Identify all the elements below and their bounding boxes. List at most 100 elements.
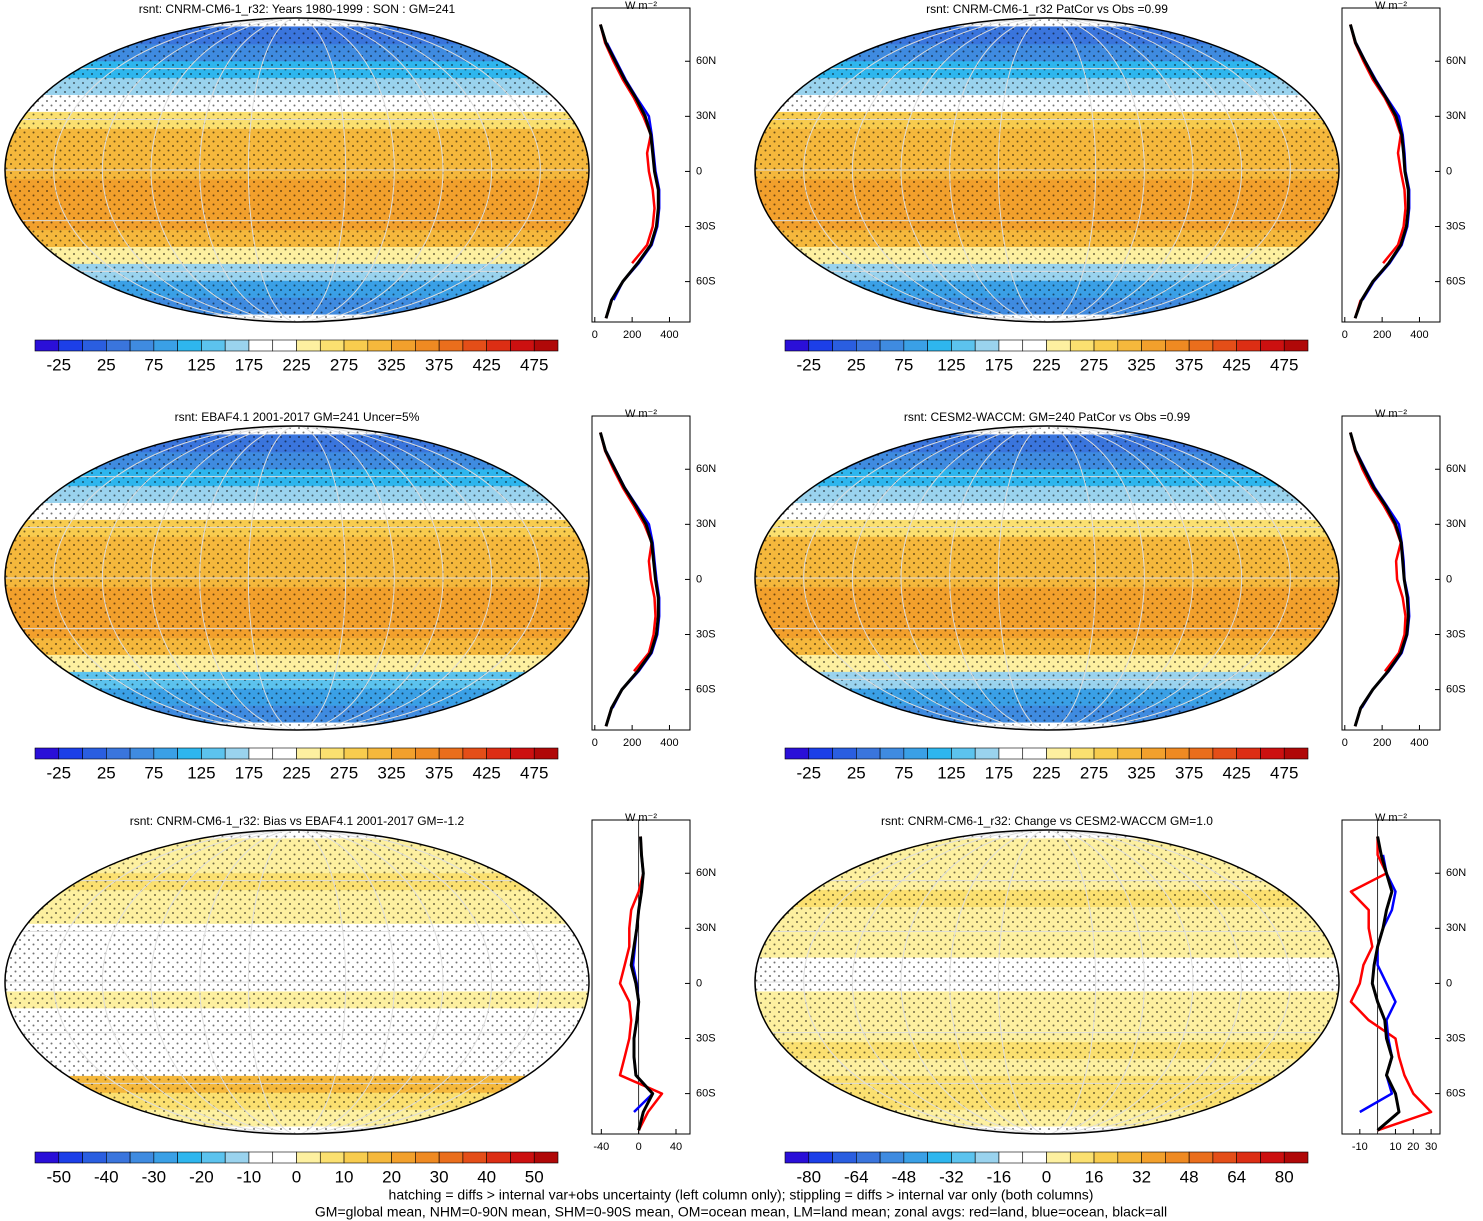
colorbar-box: [1236, 339, 1261, 352]
colorbar-label: 425: [1222, 355, 1250, 374]
colorbar-box: [153, 1151, 178, 1164]
colorbar-box: [1188, 1151, 1214, 1164]
profile-frame: [591, 7, 691, 323]
colorbar-box: [1212, 747, 1237, 760]
colorbar-label: -30: [142, 1167, 167, 1186]
graticule: [949, 426, 1145, 730]
graticule: [851, 830, 1243, 1134]
y-tick-label: 30S: [696, 628, 716, 640]
colorbar-box: [1069, 339, 1095, 352]
graticule: [150, 426, 444, 730]
x-tick-label: 0: [1342, 737, 1348, 749]
y-tick-label: 60S: [696, 276, 716, 288]
colorbar-box: [129, 747, 155, 760]
panel: rsnt: CNRM-CM6-1_r32 PatCor vs Obs =0.99…: [754, 0, 1466, 374]
colorbar-label: 225: [282, 355, 310, 374]
colorbar-box: [177, 747, 202, 760]
x-tick-label: 0: [592, 329, 598, 341]
graticule: [851, 426, 1243, 730]
colorbar-box: [1117, 1151, 1142, 1164]
x-tick-label: 200: [623, 737, 641, 749]
colorbar-label: 16: [1085, 1167, 1104, 1186]
colorbar-box: [438, 1151, 464, 1164]
panel-title: rsnt: CNRM-CM6-1_r32: Bias vs EBAF4.1 20…: [130, 814, 465, 828]
colorbar-box: [1022, 339, 1047, 352]
x-axis-label: W m⁻²: [625, 0, 657, 12]
colorbar-label: 325: [1127, 763, 1155, 782]
x-axis-label: W m⁻²: [1375, 0, 1407, 12]
colorbar-box: [1069, 1151, 1095, 1164]
map: [5, 426, 589, 730]
colorbar-box: [1046, 339, 1071, 352]
colorbar-box: [927, 1151, 952, 1164]
colorbar-box: [903, 747, 928, 760]
panel-title: rsnt: EBAF4.1 2001-2017 GM=241 Uncer=5%: [175, 410, 420, 424]
graticule: [199, 426, 395, 730]
colorbar-box: [927, 339, 952, 352]
colorbar-label: 475: [1270, 763, 1298, 782]
colorbar-box: [784, 1151, 810, 1164]
map-border: [754, 425, 1340, 731]
colorbar-box: [272, 339, 297, 352]
colorbar-box: [1283, 1151, 1309, 1164]
zonal-profile: [1348, 432, 1410, 727]
colorbar-label: 25: [97, 763, 116, 782]
graticule: [997, 830, 1097, 1134]
y-tick-label: 60S: [1446, 276, 1466, 288]
colorbar-box: [832, 339, 857, 352]
colorbar-label: -10: [237, 1167, 262, 1186]
graticule: [803, 18, 1291, 322]
y-tick-label: 60S: [1446, 684, 1466, 696]
note: GM=global mean, NHM=0-90N mean, SHM=0-90…: [315, 1204, 1167, 1220]
x-axis-label: W m⁻²: [1375, 812, 1407, 824]
y-tick-label: 30N: [1446, 110, 1466, 122]
colorbar-box: [201, 1151, 226, 1164]
colorbar-box: [808, 747, 833, 760]
y-tick-label: 0: [696, 977, 702, 989]
colorbar-box: [927, 747, 952, 760]
colorbar-box: [974, 747, 1000, 760]
graticule: [803, 830, 1291, 1134]
colorbar-box: [367, 747, 392, 760]
colorbar-label: 225: [1032, 355, 1060, 374]
panel: rsnt: CNRM-CM6-1_r32: Years 1980-1999 : …: [4, 0, 716, 374]
colorbar-box: [903, 339, 928, 352]
graticule: [101, 18, 493, 322]
colorbar-label: 75: [894, 355, 913, 374]
profile-frame: [1341, 415, 1441, 731]
colorbar-box: [34, 747, 60, 760]
colorbar-label: 40: [477, 1167, 496, 1186]
x-tick-label: 30: [1425, 1141, 1437, 1153]
colorbar-box: [177, 1151, 202, 1164]
graticule: [900, 426, 1194, 730]
colorbar-label: 80: [1275, 1167, 1294, 1186]
colorbar-box: [1046, 1151, 1071, 1164]
colorbar-box: [201, 339, 226, 352]
x-tick-label: 20: [1407, 1141, 1419, 1153]
colorbar-box: [784, 747, 810, 760]
colorbar-box: [951, 747, 976, 760]
x-axis-label: W m⁻²: [1375, 408, 1407, 420]
y-tick-label: 60N: [1446, 867, 1466, 879]
colorbar-box: [951, 1151, 976, 1164]
map-border: [754, 17, 1340, 323]
colorbar-box: [153, 747, 178, 760]
colorbar-box: [153, 339, 178, 352]
graticule: [53, 18, 541, 322]
zonal-profile: [618, 836, 664, 1131]
colorbar-box: [391, 339, 416, 352]
x-tick-label: 200: [1373, 737, 1391, 749]
colorbar-box: [1165, 1151, 1190, 1164]
colorbar-box: [1141, 339, 1166, 352]
colorbar-label: 25: [97, 355, 116, 374]
colorbar-label: -16: [987, 1167, 1012, 1186]
map: [755, 18, 1339, 322]
colorbar-label: -50: [46, 1167, 71, 1186]
profile-frame: [1341, 7, 1441, 323]
colorbar-label: 275: [330, 355, 358, 374]
colorbar-box: [106, 1151, 131, 1164]
colorbar-box: [367, 1151, 392, 1164]
colorbar-label: 125: [937, 763, 965, 782]
